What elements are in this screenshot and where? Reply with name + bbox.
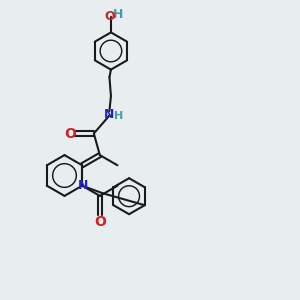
Text: H: H xyxy=(114,111,123,122)
Text: O: O xyxy=(64,127,76,140)
Text: N: N xyxy=(103,107,114,121)
Text: N: N xyxy=(78,178,88,192)
Text: H: H xyxy=(113,8,124,21)
Text: O: O xyxy=(94,215,106,229)
Text: O: O xyxy=(105,10,115,23)
